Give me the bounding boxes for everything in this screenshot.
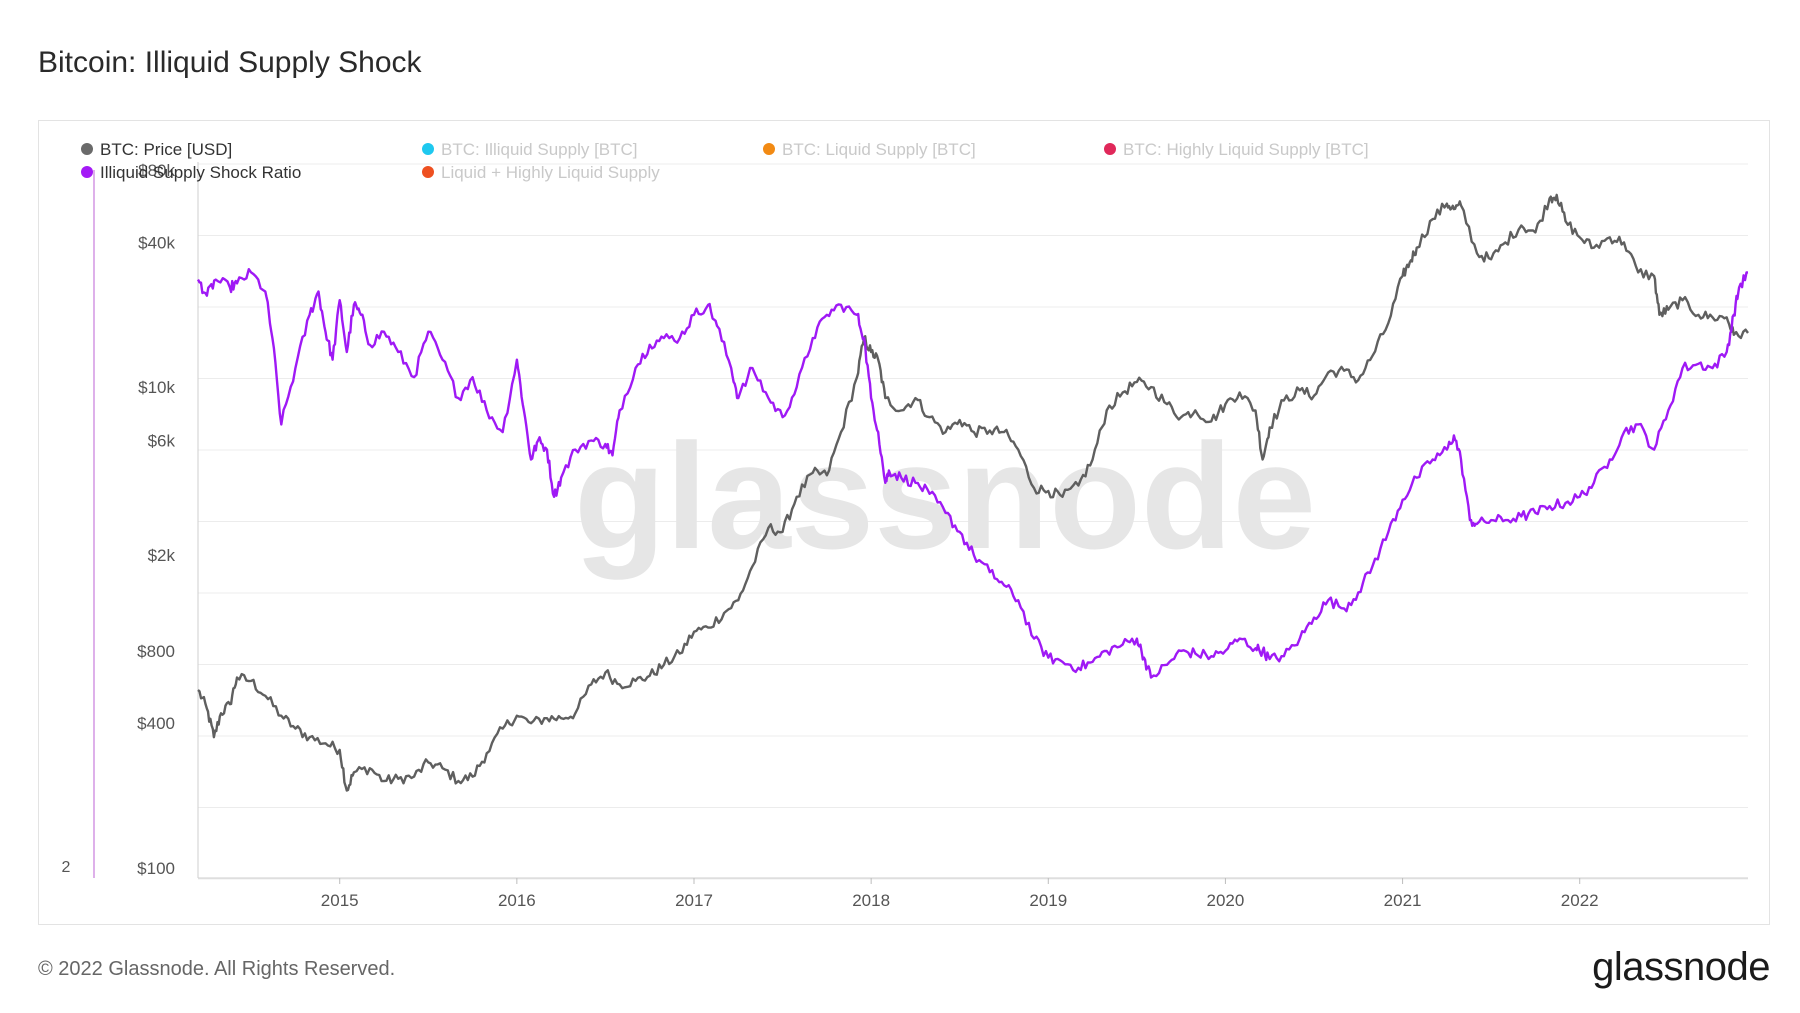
- x-tick-label: 2019: [1029, 891, 1067, 910]
- y-tick-label: $100: [137, 859, 175, 878]
- price-series-line: [197, 193, 1749, 792]
- legend-marker: [422, 166, 434, 178]
- y-tick-label: $10k: [138, 378, 175, 397]
- y-tick-label: $40k: [138, 233, 175, 252]
- legend-marker: [763, 143, 775, 155]
- y-tick-label: $800: [137, 642, 175, 661]
- chart-title: Bitcoin: Illiquid Supply Shock: [38, 46, 422, 79]
- legend-label: BTC: Highly Liquid Supply [BTC]: [1123, 140, 1369, 159]
- copyright-footer: © 2022 Glassnode. All Rights Reserved.: [38, 958, 396, 980]
- x-tick-label: 2021: [1384, 891, 1422, 910]
- watermark: glassnode: [574, 412, 1316, 580]
- legend-marker: [422, 143, 434, 155]
- x-tick-label: 2016: [498, 891, 536, 910]
- series-lines: [196, 193, 1749, 792]
- brand-logo: glassnode: [1592, 945, 1770, 989]
- x-tick-label: 2020: [1207, 891, 1245, 910]
- legend-marker: [1104, 143, 1116, 155]
- legend-label: BTC: Price [USD]: [100, 140, 232, 159]
- chart-frame: [38, 120, 1770, 925]
- legend-marker: [81, 143, 93, 155]
- grid-lines: [198, 163, 1748, 880]
- y-tick-label: $80k: [138, 161, 175, 180]
- legend-marker: [81, 166, 93, 178]
- x-tick-label: 2022: [1561, 891, 1599, 910]
- x-tick-label: 2018: [852, 891, 890, 910]
- y-tick-label: $2k: [148, 546, 176, 565]
- y-tick-label: $6k: [148, 431, 176, 450]
- legend: BTC: Price [USD] BTC: Illiquid Supply [BT…: [81, 140, 1369, 182]
- x-tick-label: 2017: [675, 891, 713, 910]
- legend-label: BTC: Liquid Supply [BTC]: [782, 140, 976, 159]
- ratio-series-line: [196, 268, 1749, 679]
- x-axis-ticks: 2015 2016 2017 2018 2019 2020 2021 2022: [321, 878, 1599, 910]
- legend-label: Illiquid Supply Shock Ratio: [100, 163, 301, 182]
- legend-label: BTC: Illiquid Supply [BTC]: [441, 140, 638, 159]
- legend-label: Liquid + Highly Liquid Supply: [441, 163, 660, 182]
- ratio-axis-label: 2: [62, 859, 71, 876]
- x-tick-label: 2015: [321, 891, 359, 910]
- y-axis-ticks: $100 $400 $800 $2k $6k $10k $40k $80k: [137, 161, 175, 878]
- y-tick-label: $400: [137, 714, 175, 733]
